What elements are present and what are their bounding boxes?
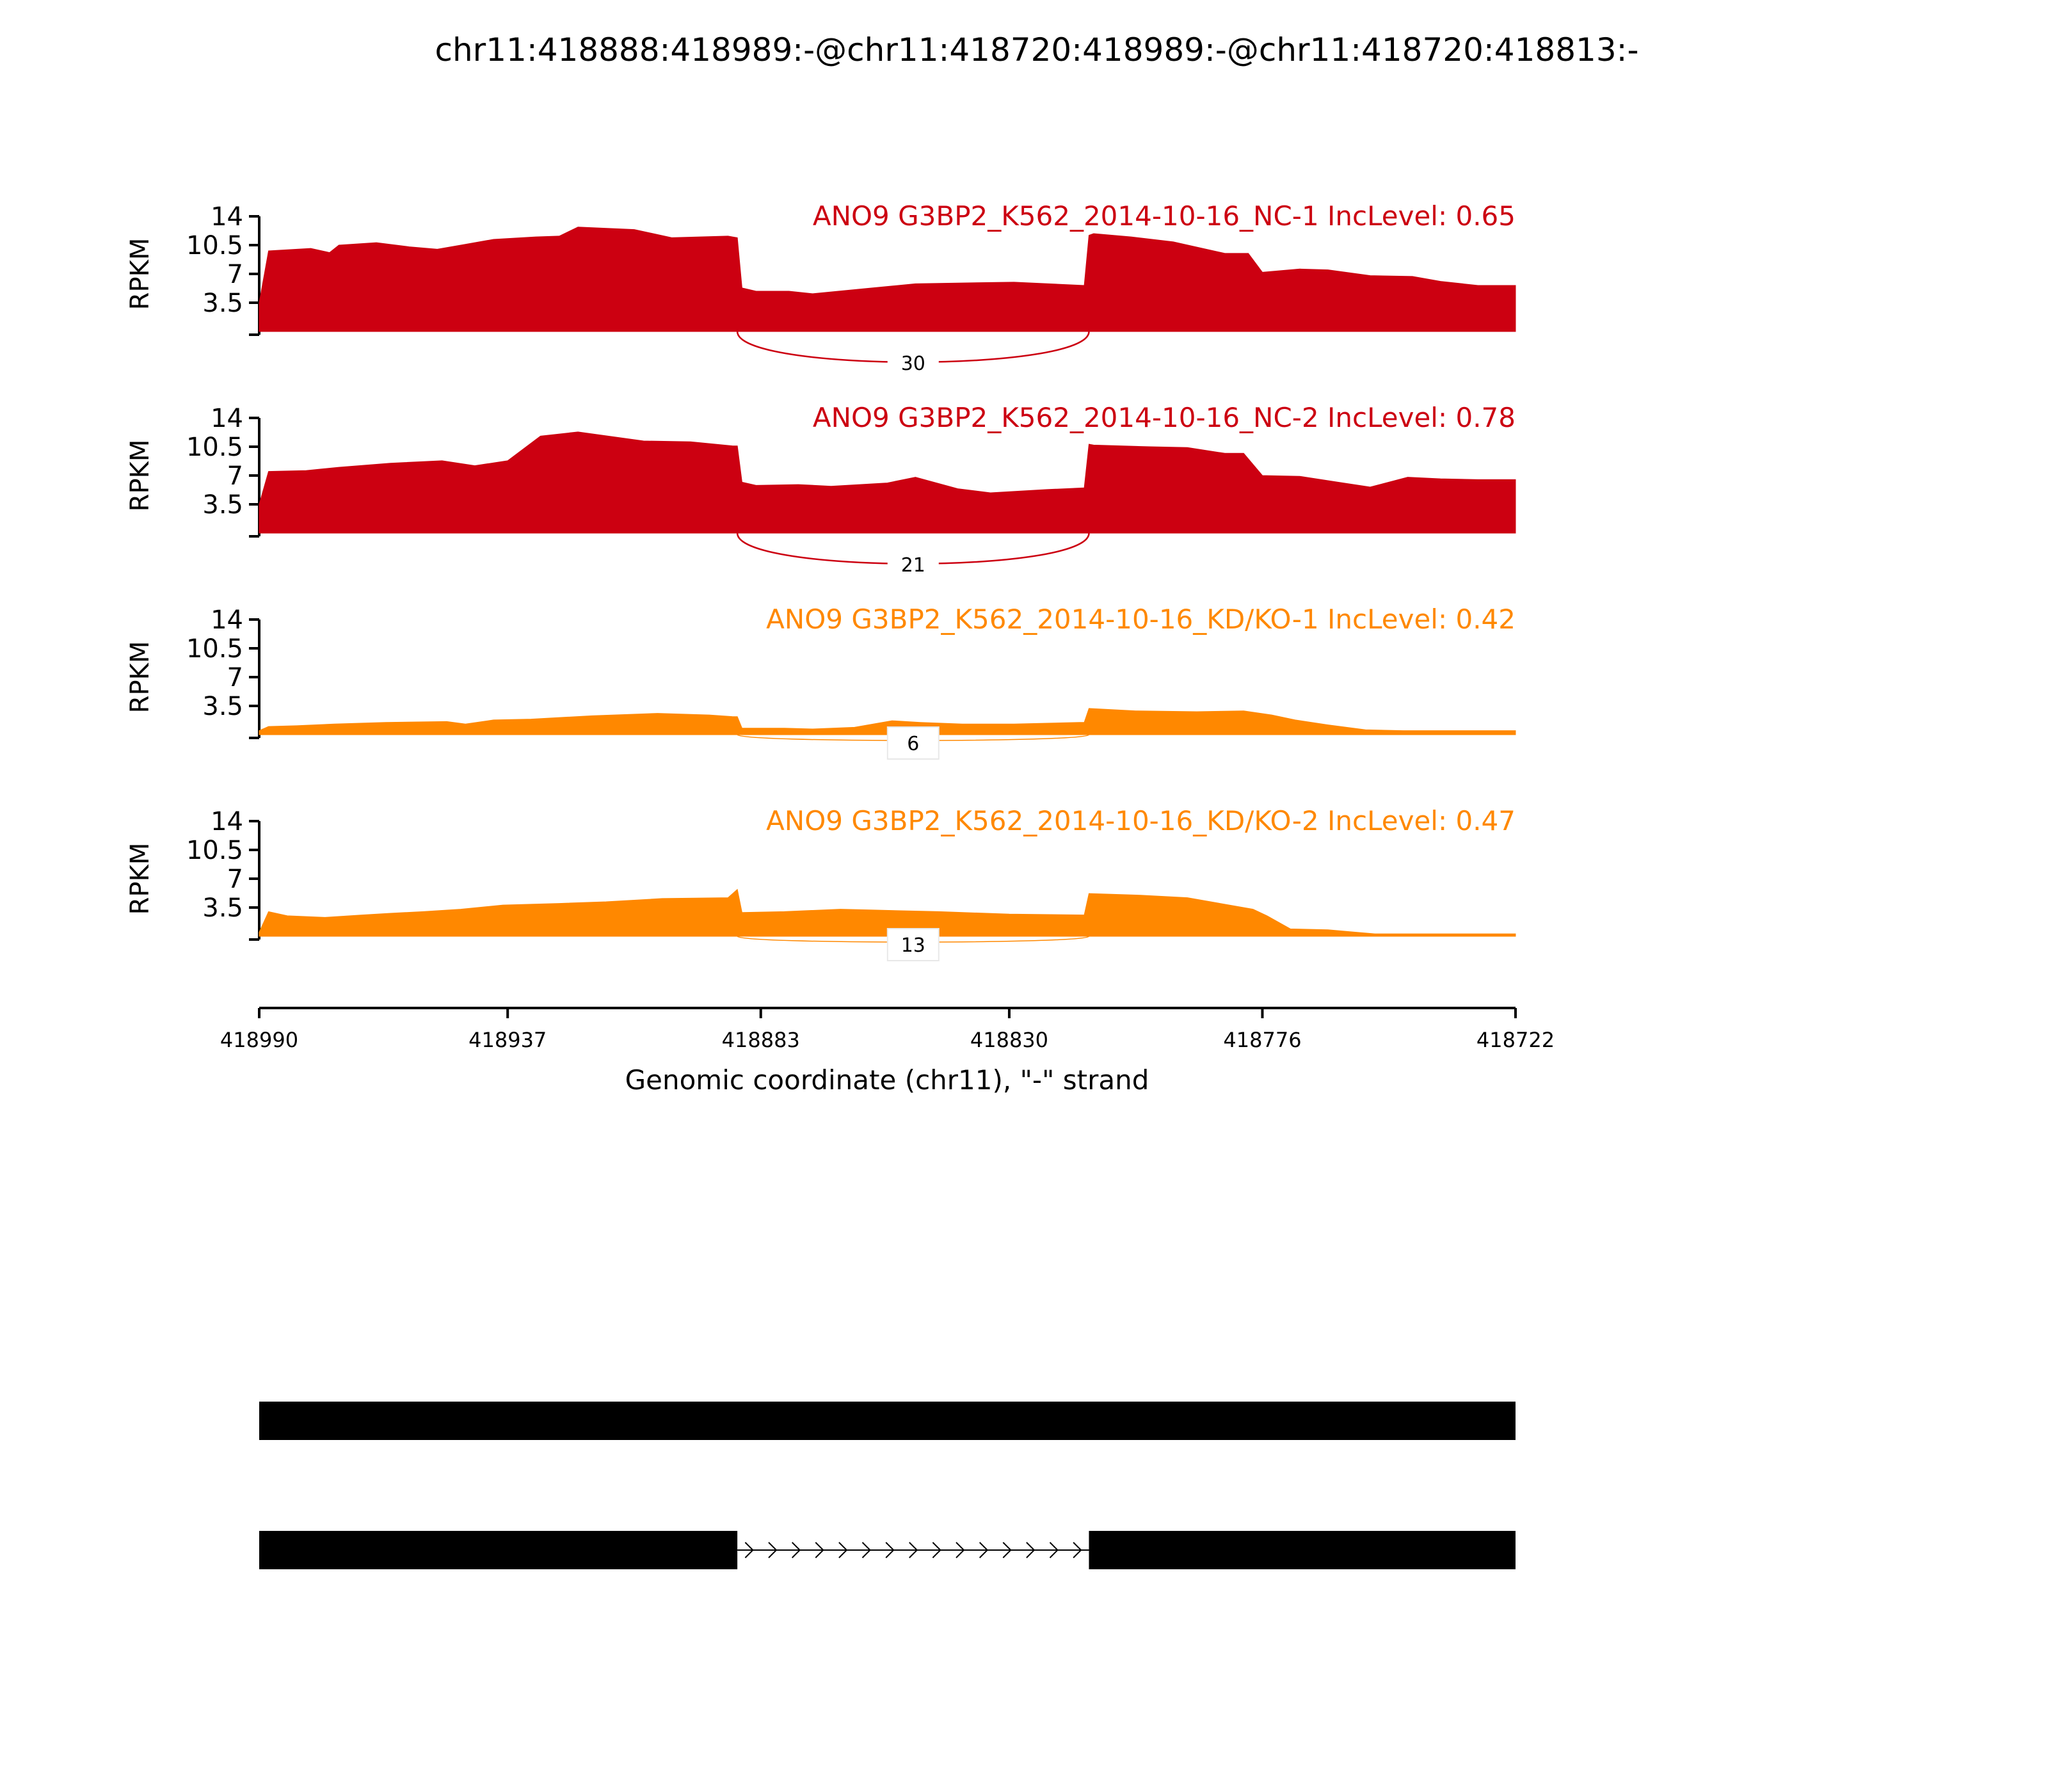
junction-count: 6 [907,733,919,755]
strand-chevron [768,1542,778,1558]
y-tick-label: 14 [211,605,243,635]
strand-chevron [1002,1542,1012,1558]
junction-count-box [886,726,940,760]
strand-chevron [932,1542,941,1558]
strand-chevron [861,1542,871,1558]
y-tick-label: 3.5 [202,692,243,721]
coverage-area [259,708,1516,735]
x-axis-label: Genomic coordinate (chr11), "-" strand [625,1064,1149,1096]
x-tick-label: 418776 [1223,1028,1301,1052]
junction-count: 21 [901,554,925,577]
sample-label: ANO9 G3BP2_K562_2014-10-16_NC-1 IncLevel… [813,200,1516,232]
y-tick-label: 7 [227,663,243,692]
sample-label: ANO9 G3BP2_K562_2014-10-16_KD/KO-1 IncLe… [766,604,1516,635]
y-tick-label: 14 [211,202,243,232]
y-tick-label: 14 [211,807,243,836]
x-tick-label: 418883 [722,1028,800,1052]
y-tick-label: 7 [227,461,243,491]
strand-chevron [909,1542,918,1558]
junction-count-box [887,347,939,379]
strand-chevron [838,1542,848,1558]
strand-chevron [791,1542,801,1558]
isoform-model [259,1402,1516,1440]
junction-count: 13 [901,934,925,957]
y-axis-label: RPKM [125,843,155,915]
strand-chevron [1049,1542,1059,1558]
sample-label: ANO9 G3BP2_K562_2014-10-16_NC-2 IncLevel… [813,402,1516,433]
y-axis-label: RPKM [125,238,155,310]
y-tick-label: 10.5 [186,836,243,865]
y-tick-label: 3.5 [202,289,243,318]
x-axis: Genomic coordinate (chr11), "-" strand 4… [220,1007,1555,1096]
y-tick-label: 10.5 [186,433,243,462]
junction-count: 30 [901,353,925,375]
y-tick-label: 3.5 [202,893,243,923]
junction-count-box [886,928,940,961]
exon-block [259,1402,1516,1440]
y-tick-label: 3.5 [202,490,243,520]
isoform-track [259,1402,1516,1569]
y-axis-label: RPKM [125,440,155,512]
coverage-area [259,431,1516,534]
coverage-area [259,227,1516,332]
x-tick-label: 418830 [970,1028,1048,1052]
chart-title: chr11:418888:418989:-@chr11:418720:41898… [435,31,1638,68]
strand-chevron [744,1542,754,1558]
coverage-area [259,888,1516,937]
strand-chevron [1026,1542,1036,1558]
strand-chevron [979,1542,989,1558]
y-tick-label: 10.5 [186,231,243,260]
y-tick-label: 14 [211,404,243,433]
exon-block [1089,1531,1516,1569]
x-tick-label: 418722 [1476,1028,1555,1052]
x-tick-label: 418990 [220,1028,298,1052]
y-tick-label: 7 [227,260,243,289]
junction-count-box [887,548,939,580]
strand-chevron [956,1542,965,1558]
sample-label: ANO9 G3BP2_K562_2014-10-16_KD/KO-2 IncLe… [766,805,1516,836]
y-axis-label: RPKM [125,641,155,714]
x-tick-label: 418937 [468,1028,547,1052]
strand-chevron [885,1542,895,1558]
strand-chevron [815,1542,824,1558]
y-tick-label: 10.5 [186,634,243,664]
isoform-model [259,1531,1516,1569]
strand-chevron [1073,1542,1082,1558]
exon-block [259,1531,738,1569]
y-tick-label: 7 [227,865,243,894]
